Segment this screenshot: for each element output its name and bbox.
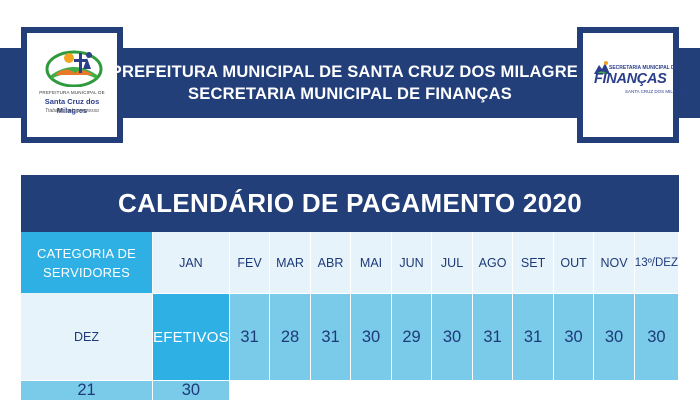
logo-tagline: Trabalho pelo progresso [45,108,99,114]
day-abr: 30 [351,293,392,380]
header-secretaria-title: SECRETARIA MUNICIPAL DE FINANÇAS [188,85,512,103]
day-jun: 30 [432,293,473,380]
calendar-title-bar: CALENDÁRIO DE PAGAMENTO 2020 [21,175,679,232]
day-ago: 31 [513,293,554,380]
day-nov: 30 [634,293,679,380]
day-jul: 31 [472,293,514,380]
month-header-13-dez: 13º/DEZ [634,232,679,293]
logo-city-name: Santa Cruz dos Milagres [44,97,100,115]
month-header-nov: NOV [594,232,635,293]
day-13-dez: 21 [21,380,153,400]
month-header-mar: MAR [270,232,311,293]
logo-prefix-text: PREFEITURA MUNICIPAL DE [39,90,105,95]
financas-emblem-icon [594,61,610,74]
month-header-out: OUT [553,232,595,293]
day-mar: 31 [310,293,352,380]
day-fev: 28 [270,293,311,380]
financas-logo-line2: FINANÇAS [594,71,667,87]
payment-calendar-table: CATEGORIA DE SERVIDORES JAN FEV MAR ABR … [21,232,679,400]
category-header-cell: CATEGORIA DE SERVIDORES [21,232,153,293]
category-header-line1: CATEGORIA DE [37,245,136,261]
financas-logo-line1: SECRETARIA MUNICIPAL DE [609,65,678,71]
calendar-title: CALENDÁRIO DE PAGAMENTO 2020 [118,188,582,218]
header-prefeitura-title: PREFEITURA MUNICIPAL DE SANTA CRUZ DOS M… [110,63,590,81]
month-header-dez: DEZ [21,293,153,380]
day-out: 30 [594,293,635,380]
financas-logo-line3: SANTA CRUZ DOS MILAGRES [625,89,689,94]
category-header-line2: SERVIDORES [42,264,130,280]
month-header-abr: ABR [310,232,352,293]
month-header-jan: JAN [153,232,230,293]
day-set: 30 [553,293,595,380]
month-header-mai: MAI [351,232,392,293]
month-header-jul: JUL [432,232,473,293]
prefeitura-emblem-icon [45,50,103,87]
prefeitura-logo: PREFEITURA MUNICIPAL DE Santa Cruz dos M… [21,27,123,143]
financas-logo: SECRETARIA MUNICIPAL DE FINANÇAS SANTA C… [577,27,689,143]
day-jan: 31 [229,293,271,380]
month-header-jun: JUN [391,232,433,293]
category-efetivos: EFETIVOS [153,293,230,380]
month-header-set: SET [513,232,554,293]
header-titles: PREFEITURA MUNICIPAL DE SANTA CRUZ DOS M… [111,48,589,118]
day-dez: 30 [153,380,230,400]
month-header-fev: FEV [229,232,271,293]
month-header-ago: AGO [472,232,514,293]
day-mai: 29 [391,293,433,380]
